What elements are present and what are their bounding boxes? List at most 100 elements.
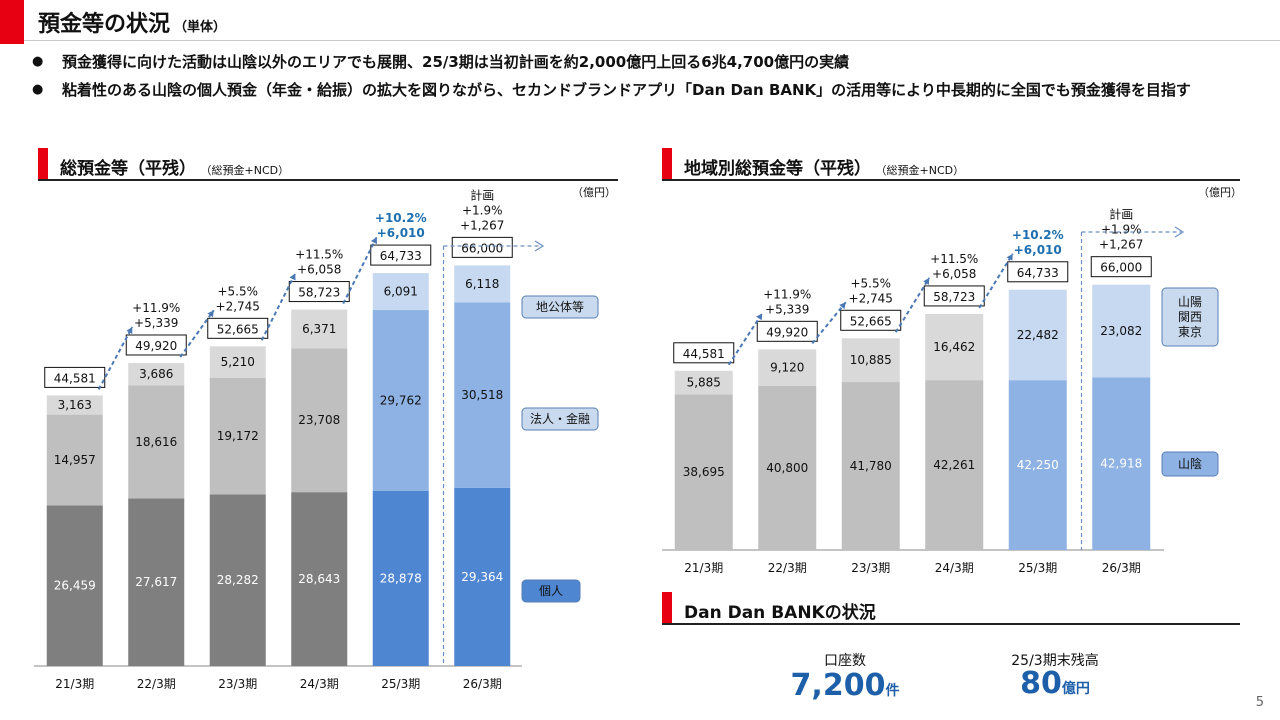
bar-value-label: 6,091: [384, 285, 418, 299]
bar-segment: [1092, 284, 1151, 378]
growth-arrow-head: [756, 313, 763, 321]
total-box: [451, 236, 513, 258]
growth-arrow: [260, 273, 297, 341]
total-label: 52,665: [217, 322, 259, 336]
bar-value-label: 28,878: [380, 571, 422, 585]
total-label: 58,723: [298, 286, 340, 300]
bar-segment: [372, 310, 429, 491]
left-panel-accent: [38, 148, 48, 180]
bullet-dot-icon: ●: [32, 54, 44, 69]
page-title: 預金等の状況 （単体）: [38, 12, 227, 37]
growth-label: 計画: [470, 187, 494, 202]
category-label: 22/3期: [768, 561, 807, 575]
growth-label: +6,010: [1014, 243, 1062, 257]
growth-arrow-head: [370, 237, 377, 245]
bar-value-label: 41,780: [850, 459, 892, 473]
growth-label: +5.5%: [217, 284, 258, 298]
legend-label: 法人・金融: [530, 411, 590, 426]
left-panel-rule: [38, 179, 618, 181]
bar-segment: [291, 492, 348, 666]
total-label: 66,000: [1100, 261, 1142, 275]
bar-value-label: 19,172: [217, 429, 259, 443]
accounts-label: 口座数: [824, 653, 866, 669]
bar-value-label: 6,118: [465, 277, 499, 291]
total-label: 49,920: [135, 339, 177, 353]
bar-value-label: 18,616: [135, 435, 177, 449]
legend-label: 関西: [1178, 310, 1202, 324]
legend-box: [1161, 287, 1219, 347]
total-label: 52,665: [850, 314, 892, 328]
total-box: [673, 342, 735, 364]
category-label: 23/3期: [851, 561, 890, 575]
bar-value-label: 30,518: [461, 388, 503, 402]
bar-value-label: 16,462: [933, 340, 975, 354]
growth-label: +1,267: [460, 218, 504, 232]
growth-label: +11.5%: [930, 252, 978, 266]
bullet-list: ● 預金獲得に向けた活動は山陰以外のエリアでも展開、25/3期は当初計画を約2,…: [32, 52, 1262, 108]
bar-value-label: 3,163: [58, 398, 92, 412]
growth-label: +1,267: [1099, 238, 1143, 252]
bar-value-label: 27,617: [135, 575, 177, 589]
bar-segment: [46, 505, 103, 666]
bar-value-label: 14,957: [54, 453, 96, 467]
growth-label: +11.5%: [295, 248, 343, 262]
total-box: [923, 285, 985, 307]
bar-value-label: 9,120: [770, 361, 804, 375]
category-label: 23/3期: [218, 677, 257, 691]
bar-value-label: 22,482: [1017, 328, 1059, 342]
bar-segment: [372, 490, 429, 666]
category-label: 24/3期: [935, 561, 974, 575]
bar-segment: [925, 313, 984, 381]
right-chart-title: 地域別総預金等（平残） （総預金+NCD）: [684, 159, 965, 179]
legend-label: 東京: [1178, 325, 1202, 339]
left-chart-note: （総預金+NCD）: [206, 164, 290, 177]
bar-value-label: 10,885: [850, 353, 892, 367]
bar-segment: [454, 265, 511, 303]
bar-segment: [454, 487, 511, 666]
bar-value-label: 38,695: [683, 465, 725, 479]
category-label: 25/3期: [381, 677, 420, 691]
growth-label: +1.9%: [1101, 223, 1142, 237]
regional-deposits-chart: 38,695 5,885 44,581 21/3期 40,800 9,120 49,920 +…: [662, 207, 1219, 575]
growth-label: +1.9%: [462, 203, 503, 217]
left-chart-title: 総預金等（平残） （総預金+NCD）: [60, 159, 290, 179]
total-label: 66,000: [461, 241, 503, 255]
category-label: 24/3期: [300, 677, 339, 691]
growth-label: +11.9%: [763, 287, 811, 301]
bullet-text: 粘着性のある山陰の個人預金（年金・給振）の拡大を図りながら、セカンドブランドアプ…: [62, 81, 1191, 99]
bar-value-label: 5,210: [221, 355, 255, 369]
dandan-panel-accent: [662, 592, 672, 624]
title-divider: [24, 40, 1280, 41]
growth-label: 計画: [1109, 207, 1133, 222]
total-box: [1007, 261, 1069, 283]
bar-value-label: 6,371: [302, 322, 336, 336]
growth-arrow: [894, 277, 931, 333]
bar-value-label: 28,282: [217, 573, 259, 587]
total-box: [288, 281, 350, 303]
bar-segment: [209, 346, 266, 378]
total-box: [125, 334, 187, 356]
legend-label: 個人: [539, 584, 563, 598]
growth-arrow-head: [1006, 253, 1013, 261]
total-box: [1090, 256, 1152, 278]
plan-arrow-head: [534, 240, 545, 252]
balance-unit: 億円: [1061, 681, 1090, 697]
growth-arrow: [727, 312, 764, 366]
bar-value-label: 28,643: [298, 572, 340, 586]
growth-arrow-head: [289, 273, 296, 281]
bar-value-label: 42,918: [1100, 457, 1142, 471]
accounts-value: 7,200件: [790, 668, 900, 703]
total-box: [756, 320, 818, 342]
growth-label: +5,339: [765, 302, 809, 316]
total-deposits-chart: 26,459 14,957 3,163 44,581 21/3期 27,617 18,616…: [34, 187, 599, 691]
legend-box: [521, 579, 581, 603]
title-accent-bar: [0, 0, 24, 44]
bar-segment: [674, 394, 733, 550]
total-label: 58,723: [933, 290, 975, 304]
legend-label: 地公体等: [536, 300, 584, 314]
bar-value-label: 29,364: [461, 570, 503, 584]
category-label: 21/3期: [55, 677, 94, 691]
growth-label: +5.5%: [850, 276, 891, 290]
bar-segment: [758, 385, 817, 550]
category-label: 25/3期: [1018, 561, 1057, 575]
